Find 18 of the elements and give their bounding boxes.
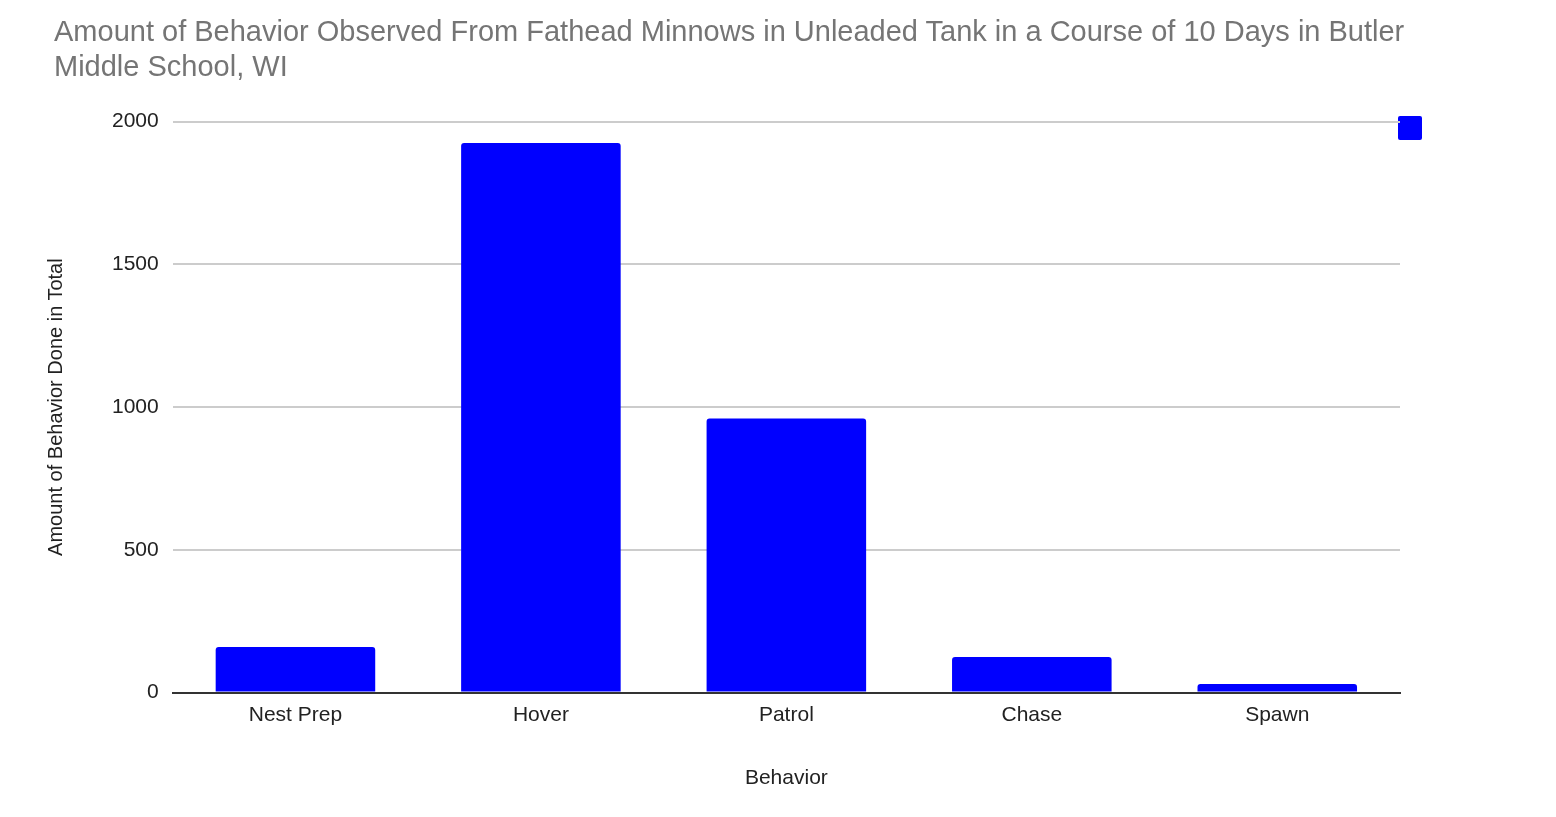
y-tick-label: 500	[123, 536, 159, 560]
y-tick-label: 0	[147, 679, 159, 703]
y-axis-title: Amount of Behavior Done in Total	[43, 258, 66, 556]
x-tick-label: Nest Prep	[248, 702, 343, 725]
bar	[952, 656, 1112, 692]
bar	[706, 418, 867, 692]
y-tick-label: 1500	[112, 251, 159, 275]
x-tick-label: Chase	[1001, 702, 1063, 725]
x-tick-label: Patrol	[758, 702, 814, 725]
x-tick-label: Spawn	[1245, 702, 1310, 725]
chart-title: Amount of Behavior Observed From Fathead Minnows in Unleaded Tank in a Course of 10 Days in Butler Middle School, WI	[54, 14, 1406, 84]
bar	[461, 143, 621, 692]
y-tick-label: 1000	[112, 393, 159, 417]
x-tick-label: Hover	[512, 702, 569, 725]
bar	[215, 646, 376, 692]
bar	[1197, 684, 1358, 692]
x-axis-title: Behavior	[744, 765, 828, 789]
y-tick-label: 2000	[112, 108, 159, 132]
